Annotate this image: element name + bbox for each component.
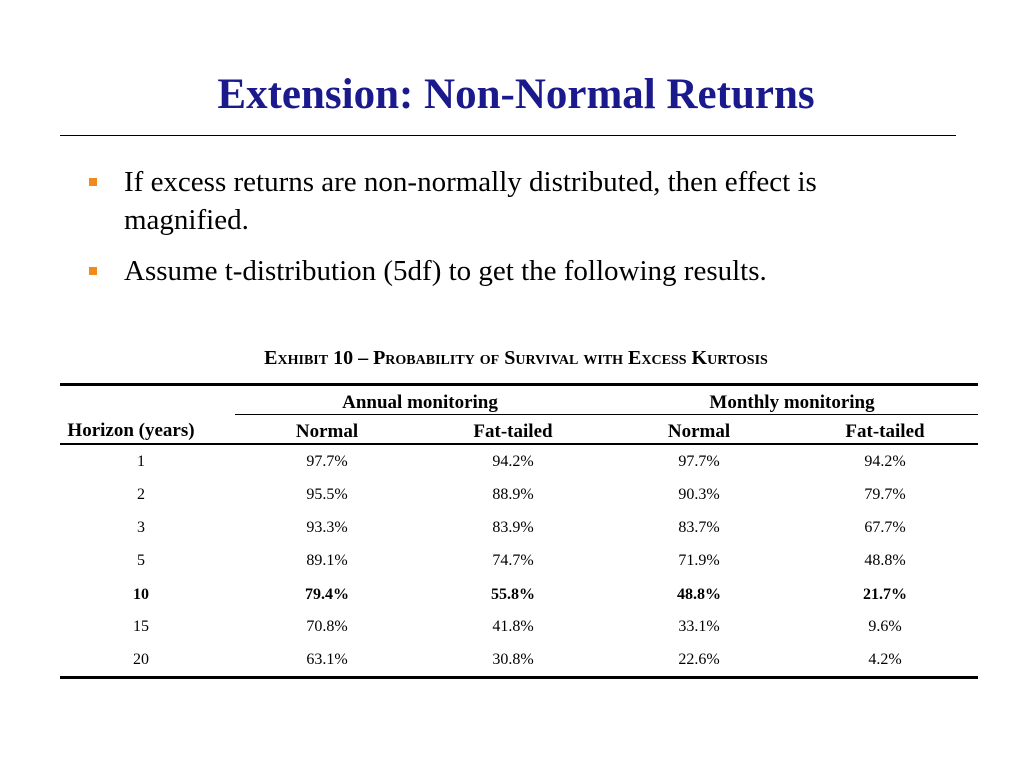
horizon-cell: 2 [137,486,145,503]
value-cell: 33.1% [678,618,720,635]
table-top-rule [60,383,978,386]
value-cell: 90.3% [678,486,720,503]
value-cell: 89.1% [306,552,348,569]
value-cell: 55.8% [491,586,535,603]
bullet-item: Assume t-distribution (5df) to get the f… [89,252,924,290]
column-header: Fat-tailed [845,421,925,442]
bullet-text: If excess returns are non-normally distr… [124,166,817,236]
value-cell: 94.2% [492,453,534,470]
bullet-item: If excess returns are non-normally distr… [89,163,924,239]
horizon-cell: 1 [137,453,145,470]
group-header-rule [235,414,978,415]
value-cell: 97.7% [306,453,348,470]
row-header-horizon: Horizon (years) [67,420,195,441]
group-header-monthly: Monthly monitoring [709,392,875,413]
value-cell: 88.9% [492,486,534,503]
value-cell: 71.9% [678,552,720,569]
value-cell: 67.7% [864,519,906,536]
value-cell: 63.1% [306,651,348,668]
column-header: Fat-tailed [473,421,553,442]
horizon-cell: 3 [137,519,145,536]
value-cell: 48.8% [677,586,721,603]
title-divider [60,135,956,136]
value-cell: 9.6% [868,618,902,635]
bullet-text: Assume t-distribution (5df) to get the f… [124,255,767,287]
column-header: Normal [667,421,731,442]
value-cell: 30.8% [492,651,534,668]
group-header-annual: Annual monitoring [342,392,498,413]
square-bullet-icon [89,178,97,186]
value-cell: 83.9% [492,519,534,536]
horizon-cell: 20 [133,651,149,668]
table-bottom-rule [60,676,978,679]
value-cell: 21.7% [863,586,907,603]
value-cell: 48.8% [864,552,906,569]
value-cell: 70.8% [306,618,348,635]
square-bullet-icon [89,267,97,275]
value-cell: 93.3% [306,519,348,536]
value-cell: 97.7% [678,453,720,470]
value-cell: 79.7% [864,486,906,503]
value-cell: 22.6% [678,651,720,668]
exhibit-title: Exhibit 10 – Probability of Survival wit… [264,347,768,369]
value-cell: 41.8% [492,618,534,635]
header-bottom-rule [60,443,978,445]
value-cell: 83.7% [678,519,720,536]
column-header: Normal [295,421,359,442]
horizon-cell: 5 [137,552,145,569]
value-cell: 94.2% [864,453,906,470]
horizon-cell: 15 [133,618,149,635]
value-cell: 74.7% [492,552,534,569]
slide-title: Extension: Non-Normal Returns [217,71,815,118]
horizon-cell: 10 [133,586,149,603]
value-cell: 95.5% [306,486,348,503]
value-cell: 79.4% [305,586,349,603]
value-cell: 4.2% [868,651,902,668]
